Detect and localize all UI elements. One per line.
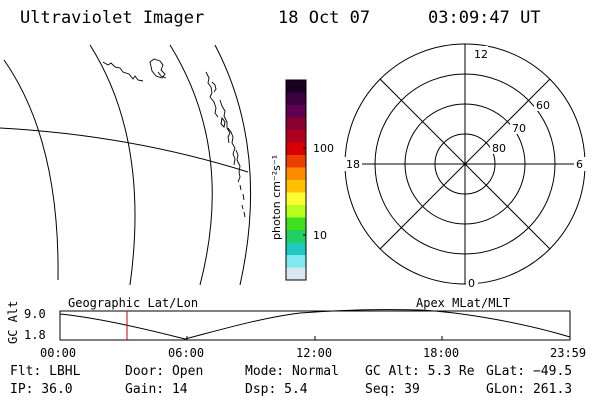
colorbar-cell [286,267,306,281]
colorbar-cell [286,105,306,118]
colorbar-cell [286,205,306,218]
colorbar-unit-label: photon cm⁻²s⁻¹ [270,155,283,240]
colorbar-cell [286,217,306,231]
time-label: 03:09:47 UT [428,8,541,28]
mlt-label-0: 0 [468,277,475,290]
dsp-value: Dsp: 5.4 [245,382,308,397]
polar-plot [344,43,586,285]
colorbar-cell [286,80,306,93]
colorbar-cell [286,167,306,181]
coastline [102,58,246,218]
gc-alt-axis-label: GC Alt [6,300,20,344]
xtick-label: 06:00 [168,346,205,360]
polar-diagonal [379,78,551,250]
ip-value: IP: 36.0 [10,382,73,397]
geo-latitude-value: GLat: −49.5 [486,364,573,379]
colorbar-frame [285,79,307,281]
altitude-curve [59,309,571,340]
geographic-latlon-label: Geographic Lat/Lon [68,296,199,310]
meridian-line [3,59,59,281]
mlt-label-6: 6 [576,158,583,171]
colorbar-cell [286,92,306,106]
colorbar-cell [286,255,306,268]
colorbar-cell [286,242,306,256]
mode-value: Mode: Normal [245,364,339,379]
mlt-label-18: 18 [346,158,360,171]
gain-value: Gain: 14 [125,382,188,397]
colorbar-cell [286,230,306,243]
date-label: 18 Oct 07 [278,8,371,28]
colorbar-cell [286,155,306,168]
xtick-label: 23:59 [550,346,587,360]
xtick-label: 12:00 [296,346,333,360]
lat-label-70: 70 [512,122,526,135]
colorbar-cell [286,142,306,156]
lat-label-80: 80 [492,142,506,155]
lat-label-60: 60 [536,99,550,112]
filter-value: Flt: LBHL [10,364,81,379]
xtick-label: 00:00 [40,346,77,360]
sequence-value: Seq: 39 [365,382,420,397]
colorbar-cell [286,192,306,206]
parallel-line [0,127,249,173]
geo-longitude-value: GLon: 261.3 [486,382,573,397]
apex-mlat-mlt-label: Apex MLat/MLT [416,296,510,310]
island [220,116,226,129]
ytick-bottom: 1.8 [24,328,46,342]
colorbar: 100 10 photon cm⁻²s⁻¹ [270,79,334,281]
colorbar-cell [286,117,306,131]
colorbar-tick-label-100: 100 [313,142,334,155]
xtick-label: 18:00 [423,346,460,360]
door-status: Door: Open [125,364,204,379]
ytick-top: 9.0 [24,307,46,321]
colorbar-tick-label-10: 10 [313,229,327,242]
mlt-label-12: 12 [474,48,488,61]
colorbar-cell [286,180,306,193]
gc-altitude-value: GC Alt: 5.3 Re [365,364,475,379]
geographic-map [0,44,252,286]
altitude-plot [59,309,571,341]
meridian-line [214,44,252,286]
altitude-plot-frame [59,310,571,341]
instrument-title: Ultraviolet Imager [20,8,205,28]
colorbar-cell [286,130,306,143]
meridian-line [89,44,136,286]
meridian-line [169,44,213,286]
